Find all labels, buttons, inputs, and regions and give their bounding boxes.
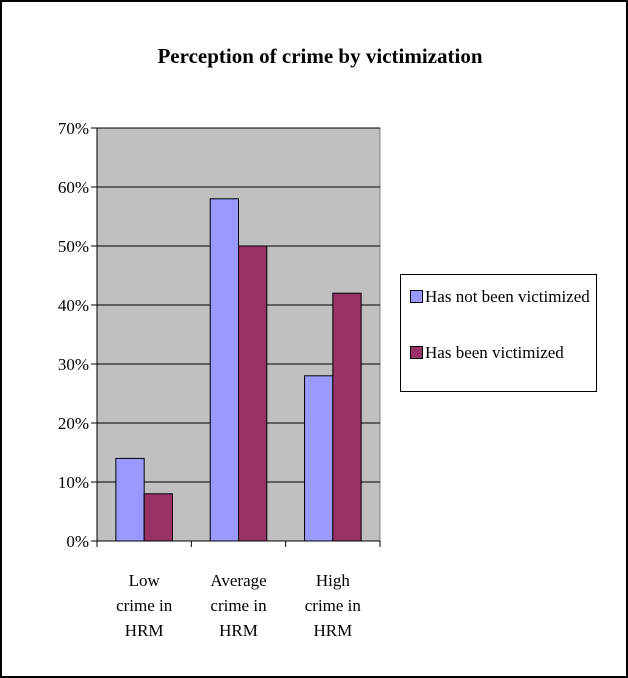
x-tick-label: Average — [210, 571, 266, 590]
x-tick-label: HRM — [125, 621, 164, 640]
y-tick-label: 0% — [66, 532, 89, 551]
y-tick-label: 10% — [58, 473, 89, 492]
bar-victimized — [332, 292, 362, 542]
legend-label-victimized: Has been victimized — [425, 343, 564, 362]
x-tick-labels: Low crime in HRM Average crime in HRM High crim… — [116, 571, 361, 640]
legend: Has not been victimized Has been victimi… — [400, 274, 597, 392]
axes — [91, 127, 381, 547]
x-tick-label: High — [316, 571, 351, 590]
y-tick-label: 70% — [58, 119, 89, 138]
bar-victimized — [238, 245, 268, 542]
legend-label-not-victimized: Has not been victimized — [425, 287, 590, 306]
legend-swatch-victimized — [410, 346, 423, 359]
y-tick-label: 20% — [58, 414, 89, 433]
bar-not-victimized — [209, 198, 239, 542]
legend-item-not-victimized: Has not been victimized — [410, 286, 595, 308]
x-tick-label: HRM — [219, 621, 258, 640]
bar-not-victimized — [115, 457, 145, 542]
y-tick-label: 50% — [58, 237, 89, 256]
x-tick-label: crime in — [210, 596, 267, 615]
bar-victimized — [143, 493, 173, 542]
y-tick-label: 30% — [58, 355, 89, 374]
chart-title: Perception of crime by victimization — [157, 44, 482, 68]
bar-not-victimized — [304, 375, 334, 542]
y-tick-label: 40% — [58, 296, 89, 315]
y-tick-labels: 0% 10% 20% 30% 40% 50% 60% 70% — [58, 119, 89, 551]
y-tick-label: 60% — [58, 178, 89, 197]
x-tick-label: HRM — [313, 621, 352, 640]
x-tick-label: Low — [129, 571, 161, 590]
legend-swatch-not-victimized — [410, 290, 423, 303]
x-tick-label: crime in — [116, 596, 173, 615]
x-tick-label: crime in — [305, 596, 362, 615]
legend-item-victimized: Has been victimized — [410, 342, 595, 364]
